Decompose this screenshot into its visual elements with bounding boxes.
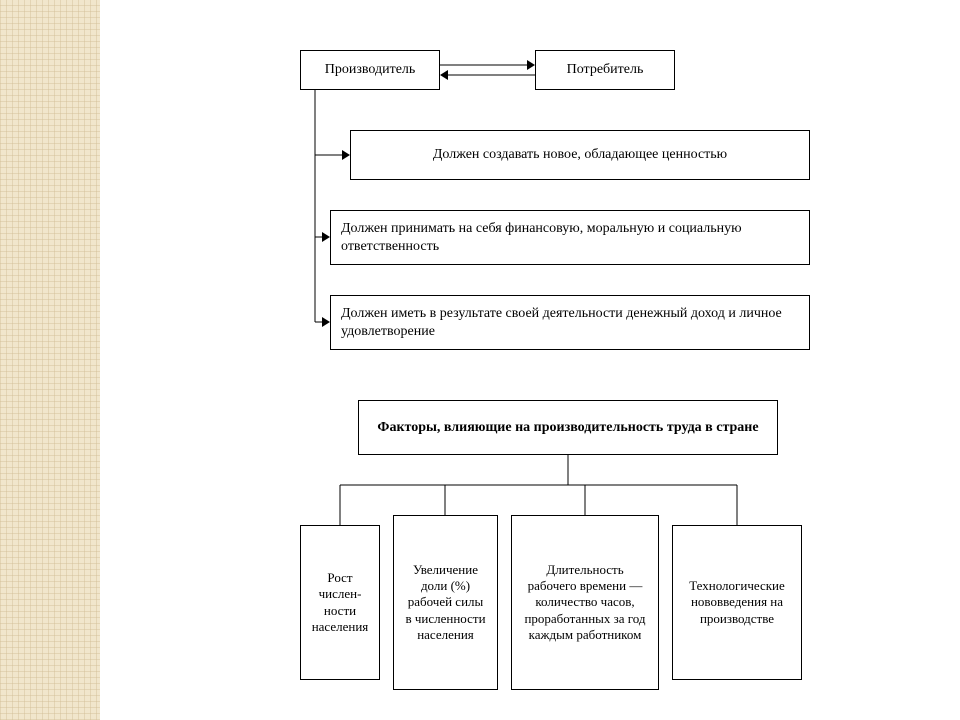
node-producer: Производитель — [300, 50, 440, 90]
node-duty2: Должен принимать на себя финансовую, мор… — [330, 210, 810, 265]
node-label: Должен создавать новое, обладающее ценно… — [433, 146, 727, 164]
decorative-sidebar — [0, 0, 100, 720]
node-label: Потребитель — [567, 61, 644, 79]
node-factor-4: Технологи­ческие нововведения на произво… — [672, 525, 802, 680]
node-label: Должен иметь в результате своей деятельн… — [341, 305, 799, 340]
node-factor-3: Длительность рабочего времени — количест… — [511, 515, 659, 690]
node-label: Факторы, влияющие на производительность … — [377, 419, 758, 437]
node-label: Рост числен­ности населе­ния — [311, 570, 369, 635]
node-label: Технологи­ческие нововведения на произво… — [683, 578, 791, 627]
node-factor-2: Увеличение доли (%) рабочей силы в числе… — [393, 515, 498, 690]
node-factor-1: Рост числен­ности населе­ния — [300, 525, 380, 680]
node-duty3: Должен иметь в результате своей деятельн… — [330, 295, 810, 350]
node-label: Должен принимать на себя финансовую, мор… — [341, 220, 799, 255]
node-duty1: Должен создавать новое, обладающее ценно… — [350, 130, 810, 180]
node-label: Производитель — [325, 61, 416, 79]
node-consumer: Потребитель — [535, 50, 675, 90]
node-label: Увеличение доли (%) рабочей силы в числе… — [404, 562, 487, 643]
node-factors: Факторы, влияющие на производительность … — [358, 400, 778, 455]
node-label: Длительность рабочего времени — количест… — [522, 562, 648, 643]
